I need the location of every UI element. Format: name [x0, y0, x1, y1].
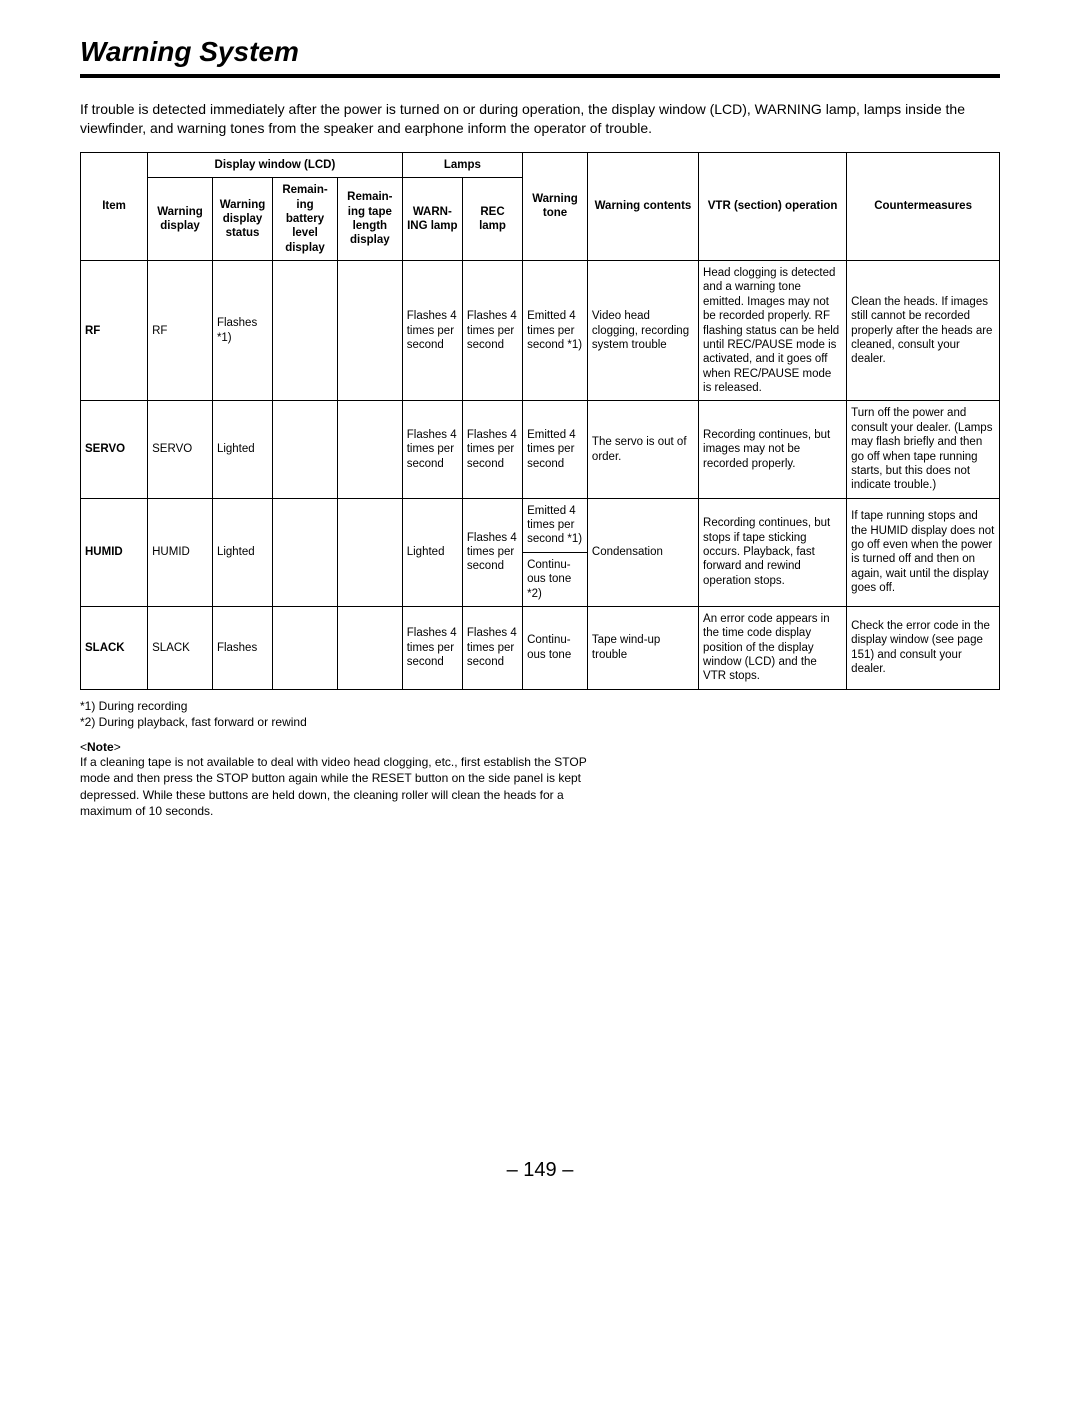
- cell-slack-wd: SLACK: [148, 606, 213, 689]
- cell-humid-vtr: Recording continues, but stops if tape s…: [699, 498, 847, 606]
- cell-slack-rl: Flashes 4 times per second: [462, 606, 522, 689]
- cell-rf-wl: Flashes 4 times per second: [402, 261, 462, 401]
- cell-humid-tone-a: Emitted 4 times per second *1): [523, 498, 588, 552]
- title-underline: [80, 74, 1000, 78]
- cell-rf-wds: Flashes *1): [212, 261, 272, 401]
- th-warning-display-status: Warning display status: [212, 178, 272, 261]
- cell-slack-bat: [273, 606, 338, 689]
- cell-slack-wl: Flashes 4 times per second: [402, 606, 462, 689]
- cell-rf-vtr: Head clogging is detected and a warning …: [699, 261, 847, 401]
- footnote-2: *2) During playback, fast forward or rew…: [80, 714, 1000, 730]
- cell-slack-wds: Flashes: [212, 606, 272, 689]
- cell-humid-bat: [273, 498, 338, 606]
- cell-slack-cm: Check the error code in the display wind…: [847, 606, 1000, 689]
- note-heading-bold: Note: [87, 740, 114, 754]
- th-tape-length: Remain-ing tape length display: [337, 178, 402, 261]
- cell-servo-item: SERVO: [81, 401, 148, 498]
- cell-servo-wds: Lighted: [212, 401, 272, 498]
- cell-servo-tape: [337, 401, 402, 498]
- table-body: RF RF Flashes *1) Flashes 4 times per se…: [81, 261, 1000, 690]
- cell-slack-item: SLACK: [81, 606, 148, 689]
- cell-slack-vtr: An error code appears in the time code d…: [699, 606, 847, 689]
- intro-paragraph: If trouble is detected immediately after…: [80, 100, 1000, 138]
- table-row-servo: SERVO SERVO Lighted Flashes 4 times per …: [81, 401, 1000, 498]
- cell-servo-vtr: Recording continues, but images may not …: [699, 401, 847, 498]
- note-body: If a cleaning tape is not available to d…: [80, 754, 600, 819]
- table-row-slack: SLACK SLACK Flashes Flashes 4 times per …: [81, 606, 1000, 689]
- cell-rf-tone: Emitted 4 times per second *1): [523, 261, 588, 401]
- cell-rf-item: RF: [81, 261, 148, 401]
- warning-table: Item Display window (LCD) Lamps Warning …: [80, 152, 1000, 690]
- th-vtr: VTR (section) operation: [699, 152, 847, 260]
- cell-servo-wl: Flashes 4 times per second: [402, 401, 462, 498]
- cell-rf-wd: RF: [148, 261, 213, 401]
- table-row-humid-a: HUMID HUMID Lighted Lighted Flashes 4 ti…: [81, 498, 1000, 552]
- cell-servo-wd: SERVO: [148, 401, 213, 498]
- page-title: Warning System: [80, 36, 1000, 68]
- cell-humid-tone-b: Continu-ous tone *2): [523, 552, 588, 606]
- footnote-1: *1) During recording: [80, 698, 1000, 714]
- cell-humid-wd: HUMID: [148, 498, 213, 606]
- cell-servo-bat: [273, 401, 338, 498]
- cell-rf-rl: Flashes 4 times per second: [462, 261, 522, 401]
- cell-humid-cm: If tape running stops and the HUMID disp…: [847, 498, 1000, 606]
- th-warning-contents: Warning contents: [587, 152, 698, 260]
- cell-humid-wds: Lighted: [212, 498, 272, 606]
- page-number: – 149 –: [80, 1159, 1000, 1182]
- th-warning-lamp: WARN-ING lamp: [402, 178, 462, 261]
- th-group-display: Display window (LCD): [148, 152, 403, 177]
- cell-slack-tone: Continu-ous tone: [523, 606, 588, 689]
- th-warning-tone: Warning tone: [523, 152, 588, 260]
- note-heading: <Note>: [80, 740, 1000, 754]
- cell-servo-rl: Flashes 4 times per second: [462, 401, 522, 498]
- cell-humid-wl: Lighted: [402, 498, 462, 606]
- cell-humid-item: HUMID: [81, 498, 148, 606]
- th-warning-display: Warning display: [148, 178, 213, 261]
- cell-rf-bat: [273, 261, 338, 401]
- table-row-rf: RF RF Flashes *1) Flashes 4 times per se…: [81, 261, 1000, 401]
- th-group-lamps: Lamps: [402, 152, 522, 177]
- table-header: Item Display window (LCD) Lamps Warning …: [81, 152, 1000, 260]
- cell-slack-tape: [337, 606, 402, 689]
- cell-servo-tone: Emitted 4 times per second: [523, 401, 588, 498]
- cell-rf-cm: Clean the heads. If images still cannot …: [847, 261, 1000, 401]
- cell-humid-rl: Flashes 4 times per second: [462, 498, 522, 606]
- cell-humid-tape: [337, 498, 402, 606]
- cell-slack-wc: Tape wind-up trouble: [587, 606, 698, 689]
- cell-humid-wc: Condensation: [587, 498, 698, 606]
- cell-rf-tape: [337, 261, 402, 401]
- footnotes: *1) During recording *2) During playback…: [80, 698, 1000, 730]
- th-battery: Remain-ing battery level display: [273, 178, 338, 261]
- cell-servo-cm: Turn off the power and consult your deal…: [847, 401, 1000, 498]
- th-countermeasures: Countermeasures: [847, 152, 1000, 260]
- cell-rf-wc: Video head clogging, recording system tr…: [587, 261, 698, 401]
- cell-servo-wc: The servo is out of order.: [587, 401, 698, 498]
- table-header-row-1: Item Display window (LCD) Lamps Warning …: [81, 152, 1000, 177]
- th-rec-lamp: REC lamp: [462, 178, 522, 261]
- th-item: Item: [81, 152, 148, 260]
